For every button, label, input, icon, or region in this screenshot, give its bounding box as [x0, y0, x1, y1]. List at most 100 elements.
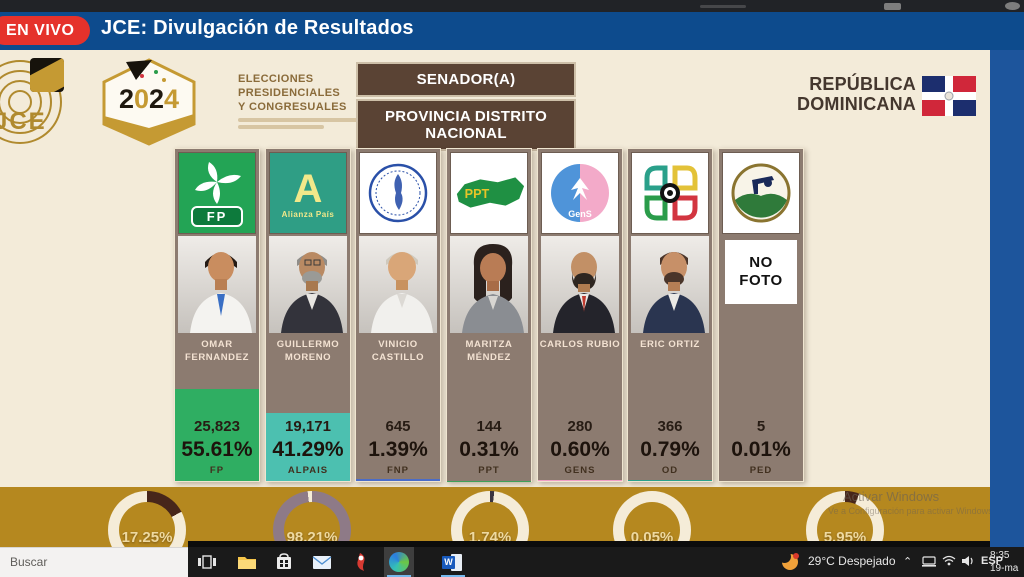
result-bar-fill	[356, 478, 440, 481]
event-title-block: ELECCIONES PRESIDENCIALES Y CONGRESUALES	[238, 72, 408, 132]
window-bottom-edge	[188, 541, 990, 547]
party-abbreviation: PED	[749, 465, 773, 476]
edge-active-tile[interactable]	[384, 547, 414, 577]
vote-count: 19,171	[285, 418, 331, 435]
candidate-name: VINICIO CASTILLO	[371, 339, 425, 363]
progress-gauge: 1.74%	[451, 491, 529, 547]
progress-gauge: 0.05%	[613, 491, 691, 547]
word-tile[interactable]: W	[438, 547, 468, 577]
word-icon[interactable]: W	[442, 552, 464, 574]
stream-title: JCE: Divulgación de Resultados	[101, 17, 414, 39]
titlebar-text-remnant	[700, 5, 746, 8]
party-abbreviation: FP	[209, 465, 225, 476]
candidate-name: OMAR FERNANDEZ	[185, 339, 249, 363]
wifi-icon[interactable]	[942, 555, 956, 577]
vote-count: 280	[567, 418, 593, 435]
mail-icon[interactable]	[311, 551, 333, 573]
vote-percentage: 0.31%	[459, 438, 519, 461]
gens-caption: GenS	[568, 209, 592, 219]
candidate-column-gens: GenS CARLOS RUBIO 280 0.60% GENS	[537, 148, 623, 482]
vote-percentage: 55.61%	[181, 438, 253, 461]
party-abbreviation: GENS	[564, 465, 596, 476]
dominican-flag	[922, 76, 976, 116]
vote-percentage: 1.39%	[368, 438, 428, 461]
progress-band: 17.25% 98.21% 1.74% 0.05% 5.95% Activar …	[0, 487, 990, 547]
vote-count: 144	[476, 418, 502, 435]
candidate-column-ppt: PPT MARITZA MÉNDEZ 144 0.31% PPT	[446, 148, 532, 482]
region-title: PROVINCIA DISTRITO NACIONAL	[356, 99, 576, 151]
contest-title-box: SENADOR(A) PROVINCIA DISTRITO NACIONAL	[356, 62, 576, 151]
red-app-icon[interactable]	[349, 551, 371, 573]
event-line1: ELECCIONES	[238, 73, 314, 85]
task-view-icon[interactable]	[196, 551, 218, 573]
edge-icon[interactable]	[388, 551, 410, 573]
clock-date: 19-ma	[990, 563, 1019, 574]
candidate-column-ped: NO FOTO 5 0.01% PED	[718, 148, 804, 482]
event-line2: PRESIDENCIALES	[238, 87, 341, 99]
vote-percentage: 0.79%	[640, 438, 700, 461]
fp-label: FP	[190, 205, 244, 227]
alianza-caption: Alianza País	[281, 209, 335, 219]
event-line3: Y CONGRESUALES	[238, 101, 347, 113]
vote-count: 366	[657, 418, 683, 435]
no-photo-box: NO FOTO	[725, 240, 797, 304]
party-abbreviation: FNP	[387, 465, 409, 476]
vote-percentage: 41.29%	[272, 438, 344, 461]
close-icon[interactable]	[1005, 2, 1020, 10]
search-input[interactable]: Buscar	[0, 547, 188, 577]
vote-percentage: 0.60%	[550, 438, 610, 461]
microsoft-store-icon[interactable]	[273, 551, 295, 573]
result-bar-fill	[538, 480, 622, 481]
volume-icon[interactable]	[961, 555, 975, 577]
candidate-name: MARITZA MÉNDEZ	[465, 339, 513, 363]
party-abbreviation: PPT	[478, 465, 500, 476]
file-explorer-icon[interactable]	[236, 551, 258, 573]
jce-chip-logo	[30, 58, 64, 92]
candidate-photo	[269, 236, 347, 333]
weather-text: 29°C Despejado	[808, 554, 896, 568]
candidate-photo	[450, 236, 528, 333]
candidate-name	[719, 310, 803, 355]
candidate-name: ERIC ORTIZ	[640, 339, 700, 350]
result-bar-fill	[175, 389, 259, 481]
party-abbreviation: ALPAIS	[287, 465, 329, 476]
vote-count: 5	[756, 418, 766, 435]
result-bar-fill	[266, 412, 350, 481]
party-logo-gens: GenS	[541, 152, 619, 234]
language-indicator[interactable]: ESP	[981, 555, 1004, 567]
elections-2024-logo: 2024	[96, 58, 202, 146]
candidate-photo	[359, 236, 437, 333]
party-logo-alianza-pais: A Alianza País	[269, 152, 347, 234]
fp-flower-icon	[195, 161, 241, 204]
party-logo-ped	[722, 152, 800, 234]
live-badge: EN VIVO	[0, 16, 91, 45]
stream-header-bar: EN VIVO JCE: Divulgación de Resultados	[0, 12, 1024, 50]
candidate-name: GUILLERMO MORENO	[276, 339, 340, 363]
party-abbreviation: OD	[661, 465, 679, 476]
taskbar: Buscar	[0, 547, 1024, 577]
minimize-icon[interactable]	[884, 3, 901, 10]
candidate-photo	[631, 236, 709, 333]
edge-active-underline	[387, 575, 411, 577]
tray-device-icon[interactable]	[922, 556, 936, 577]
search-placeholder: Buscar	[10, 555, 48, 569]
progress-gauge: 98.21%	[273, 491, 351, 547]
party-logo-od	[631, 152, 709, 234]
tray-chevron-icon[interactable]: ⌃	[903, 556, 913, 568]
vote-count: 645	[385, 418, 411, 435]
event-subtext	[238, 118, 408, 129]
party-logo-fp: FP	[178, 152, 256, 234]
candidate-column-od: ERIC ORTIZ 366 0.79% OD	[627, 148, 713, 482]
vote-percentage: 0.01%	[731, 438, 791, 461]
party-logo-fnp	[359, 152, 437, 234]
result-bar-fill	[628, 479, 712, 481]
window-titlebar	[0, 0, 1024, 12]
progress-gauge: 5.95%	[806, 491, 884, 547]
clock[interactable]: 8:35 19-ma	[990, 549, 1024, 575]
office-title: SENADOR(A)	[356, 62, 576, 97]
progress-gauge: 17.25%	[108, 491, 186, 547]
candidate-name: CARLOS RUBIO	[539, 339, 621, 350]
vote-count: 25,823	[194, 418, 240, 435]
candidate-column-fnp: VINICIO CASTILLO 645 1.39% FNP	[355, 148, 441, 482]
